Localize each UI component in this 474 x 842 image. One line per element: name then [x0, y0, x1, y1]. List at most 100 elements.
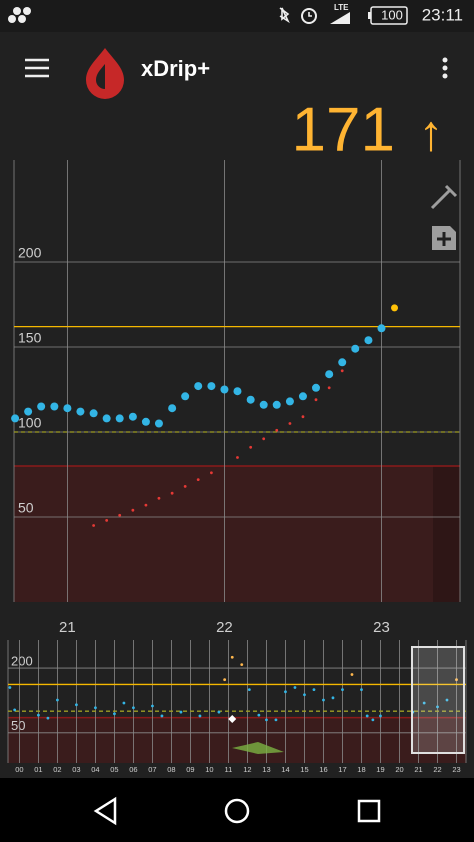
glucose-point: [11, 414, 20, 423]
x-tick-label: 17: [338, 765, 346, 774]
x-tick-label: 02: [53, 765, 61, 774]
glucose-point: [301, 415, 305, 419]
clock: 23:11: [422, 5, 463, 24]
x-tick-label: 13: [262, 765, 270, 774]
glucose-point: [102, 414, 111, 423]
glucose-point: [236, 456, 239, 459]
glucose-point: [325, 370, 334, 379]
low-area: [8, 717, 466, 763]
low-area: [14, 466, 460, 602]
calibration-point: [228, 714, 237, 723]
overflow-menu[interactable]: [442, 57, 448, 79]
glucose-point: [247, 688, 251, 692]
glucose-point: [285, 397, 294, 406]
x-tick-label: 01: [34, 765, 42, 774]
menu-button[interactable]: [25, 58, 49, 78]
x-tick-label: 03: [72, 765, 80, 774]
y-tick-label: 200: [11, 653, 33, 668]
trend-arrow: ↑: [419, 105, 444, 161]
glucose-point: [37, 402, 46, 411]
glucose-point: [168, 404, 177, 413]
app-logo: [86, 48, 124, 99]
glucose-point: [341, 688, 344, 692]
glucose-point: [94, 706, 97, 710]
glucose-point: [220, 385, 229, 394]
glucose-point: [257, 713, 261, 717]
glucose-point: [303, 693, 306, 697]
x-tick-label: 00: [15, 765, 23, 774]
glucose-point: [351, 344, 360, 353]
glucose-point: [154, 419, 163, 428]
glucose-point: [298, 392, 307, 401]
alarm-icon: [301, 8, 317, 24]
glucose-point: [379, 714, 382, 718]
battery-tip: [368, 12, 371, 19]
glucose-point: [274, 718, 278, 722]
glucose-point: [249, 445, 253, 449]
x-tick-label: 21: [59, 619, 76, 636]
recents-button[interactable]: [357, 799, 381, 823]
glucose-point: [37, 713, 40, 717]
glucose-point: [210, 471, 213, 475]
glucose-point: [160, 714, 164, 718]
glucose-point: [365, 714, 369, 718]
glucose-point: [422, 701, 426, 705]
glucose-point: [118, 513, 122, 517]
chart: 50 200 00 01 02 03 04 05 06 07 08 09 10 11 12 13 14 15 16 1…: [7, 640, 467, 774]
alarm-hands: [308, 12, 312, 17]
glucose-point: [338, 358, 347, 367]
home-button[interactable]: [224, 798, 250, 824]
calibrate-button[interactable]: [430, 184, 458, 210]
glucose-point: [364, 336, 373, 345]
glucose-point: [322, 698, 325, 702]
x-tick-label: 15: [300, 765, 308, 774]
glucose-point: [194, 382, 203, 391]
y-tick-label: 200: [18, 245, 42, 261]
glucose-point: [288, 422, 292, 425]
glucose-point: [350, 673, 354, 676]
battery-level: 100: [381, 7, 403, 22]
glucose-point: [265, 718, 268, 722]
back-button[interactable]: [93, 796, 117, 826]
y-tick-label: 50: [11, 718, 25, 733]
glucose-point: [13, 708, 17, 712]
x-tick-label: 07: [148, 765, 156, 774]
x-tick-label: 19: [376, 765, 384, 774]
app-title: xDrip+: [141, 56, 210, 81]
glucose-point: [327, 386, 331, 390]
glucose-point: [179, 710, 183, 714]
y-tick-label: 50: [18, 500, 34, 516]
glucose-point: [122, 701, 126, 705]
glucose-reading: 171: [292, 95, 395, 164]
glucose-point: [360, 688, 363, 692]
glucose-point: [275, 428, 279, 432]
x-tick-label: 23: [373, 619, 390, 636]
glucose-point: [311, 383, 320, 392]
glucose-point: [198, 714, 202, 718]
glucose-point: [132, 706, 135, 710]
x-tick-label: 23: [452, 765, 460, 774]
x-tick-label: 14: [281, 765, 289, 774]
x-tick-label: 11: [225, 765, 233, 774]
glucose-point: [113, 712, 116, 716]
glucose-point: [377, 324, 386, 333]
glucose-point: [259, 400, 268, 409]
add-note-button[interactable]: [432, 226, 456, 250]
glucose-point: [170, 491, 174, 495]
glucose-point: [455, 678, 458, 682]
x-tick-label: 10: [205, 765, 213, 774]
glucose-point: [157, 496, 161, 500]
glucose-point: [144, 503, 148, 507]
glucose-point: [63, 404, 72, 413]
glucose-point: [246, 395, 255, 404]
x-tick-label: 18: [357, 765, 365, 774]
glucose-point: [340, 369, 344, 373]
x-tick-label: 06: [129, 765, 137, 774]
glucose-point: [181, 392, 190, 401]
glucose-point: [217, 710, 221, 714]
charts: 50 100 150 200 21 22 23 50 200 00 01 02 03 04 05 06 07 08…: [7, 160, 467, 774]
glucose-point: [24, 407, 33, 416]
glucose-point: [240, 663, 244, 666]
glucose-point: [76, 407, 85, 416]
